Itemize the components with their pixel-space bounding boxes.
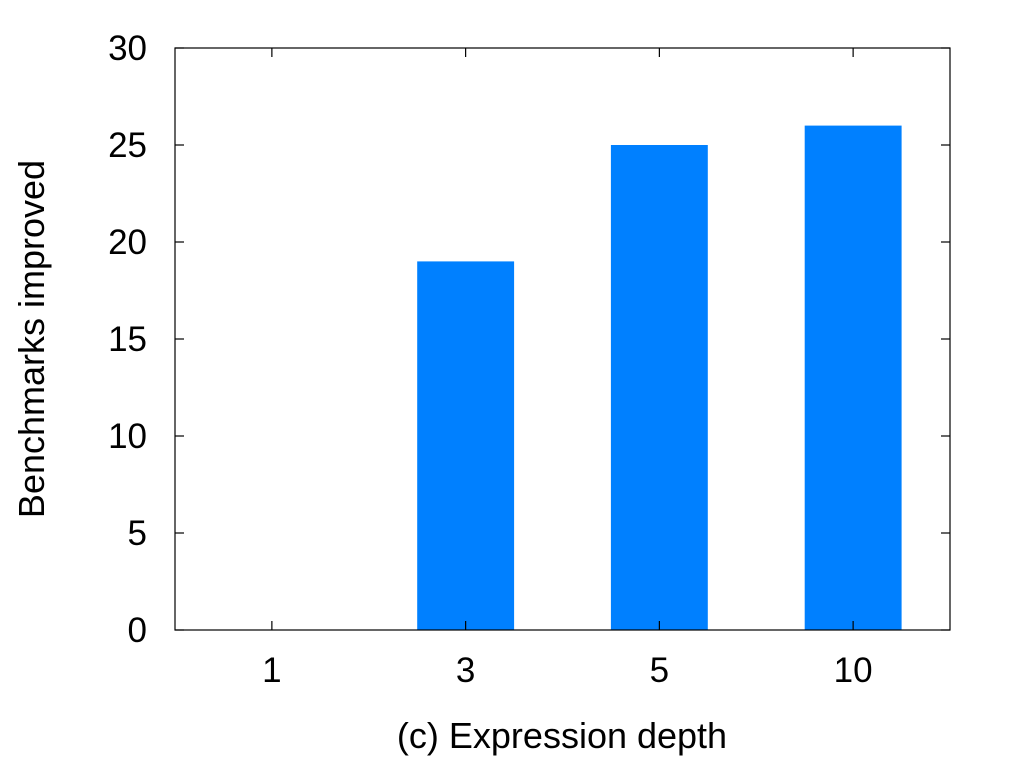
bars-group [417,125,902,630]
y-axis-label: Benchmarks improved [11,160,52,518]
y-axis-ticks: 0 5 10 15 20 25 30 [108,29,950,650]
bar-3 [417,261,515,630]
x-tick-label-1: 1 [262,651,281,690]
y-tick-label-30: 30 [108,29,147,68]
y-tick-label-25: 25 [108,126,147,165]
y-tick-label-20: 20 [108,223,147,262]
bar-10 [804,125,902,630]
x-axis-label: (c) Expression depth [397,715,727,756]
x-tick-label-3: 3 [456,651,475,690]
bar-5 [610,145,708,630]
y-tick-label-5: 5 [128,514,147,553]
y-tick-label-15: 15 [108,320,147,359]
x-tick-label-10: 10 [834,651,873,690]
y-tick-label-10: 10 [108,417,147,456]
x-tick-label-5: 5 [650,651,669,690]
x-axis-ticks: 1 3 5 10 [262,48,873,690]
y-tick-label-0: 0 [128,611,147,650]
